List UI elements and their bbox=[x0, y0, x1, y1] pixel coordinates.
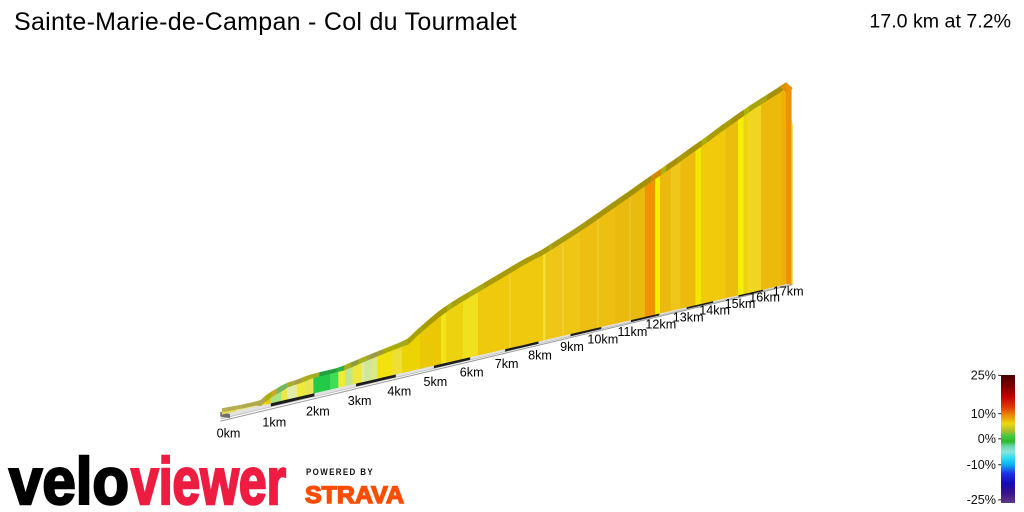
svg-text:7km: 7km bbox=[495, 357, 519, 371]
svg-text:10km: 10km bbox=[587, 332, 618, 346]
svg-text:1km: 1km bbox=[262, 415, 286, 429]
svg-text:5km: 5km bbox=[424, 375, 448, 389]
svg-text:8km: 8km bbox=[528, 348, 552, 362]
svg-text:11km: 11km bbox=[617, 325, 647, 339]
svg-text:POWERED BY: POWERED BY bbox=[306, 467, 374, 478]
svg-text:10%: 10% bbox=[971, 407, 996, 421]
svg-text:13km: 13km bbox=[673, 310, 704, 324]
svg-text:15km: 15km bbox=[725, 297, 756, 311]
svg-text:3km: 3km bbox=[348, 394, 372, 408]
svg-text:16km: 16km bbox=[749, 291, 780, 305]
svg-text:17km: 17km bbox=[773, 284, 804, 298]
svg-text:velo: velo bbox=[9, 444, 129, 512]
svg-text:17.0 km at 7.2%: 17.0 km at 7.2% bbox=[869, 11, 1011, 33]
svg-text:12km: 12km bbox=[645, 318, 676, 332]
svg-text:9km: 9km bbox=[560, 340, 584, 354]
svg-text:2km: 2km bbox=[306, 405, 330, 419]
svg-text:-10%: -10% bbox=[967, 458, 996, 472]
svg-text:14km: 14km bbox=[699, 304, 730, 318]
svg-text:0%: 0% bbox=[978, 432, 996, 446]
svg-text:0km: 0km bbox=[217, 427, 241, 441]
svg-text:6km: 6km bbox=[460, 366, 484, 380]
svg-text:25%: 25% bbox=[971, 369, 996, 383]
svg-text:4km: 4km bbox=[387, 384, 411, 398]
svg-text:Sainte-Marie-de-Campan - Col d: Sainte-Marie-de-Campan - Col du Tourmale… bbox=[14, 8, 517, 36]
svg-text:viewer: viewer bbox=[131, 444, 286, 512]
svg-text:STRAVA: STRAVA bbox=[305, 482, 404, 509]
svg-text:-25%: -25% bbox=[967, 493, 996, 507]
